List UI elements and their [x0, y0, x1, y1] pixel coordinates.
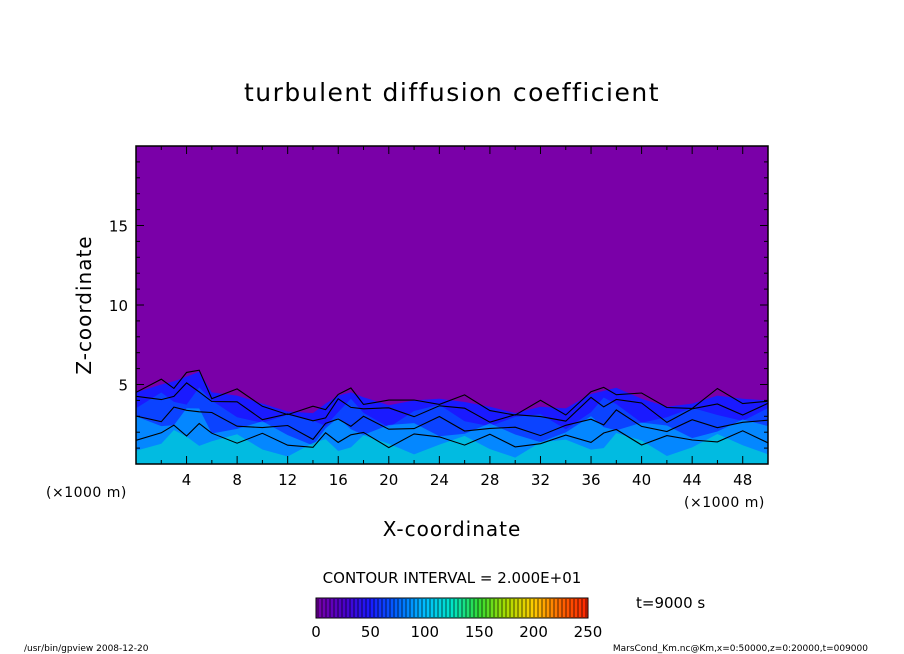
- x-tick-label: 20: [379, 471, 398, 489]
- colorbar-tick-label: 250: [574, 623, 603, 641]
- x-tick-label: 32: [531, 471, 550, 489]
- colorbar-tick-label: 200: [519, 623, 548, 641]
- turbulent-layer-band: [136, 430, 768, 464]
- colorbar-bar: [315, 597, 589, 619]
- footer-left: /usr/bin/gpview 2008-12-20: [24, 644, 149, 654]
- y-tick-label: 15: [109, 218, 128, 236]
- colorbar-tick-label: 150: [465, 623, 494, 641]
- time-label: t=9000 s: [636, 594, 705, 612]
- colorbar-tick-label: 50: [361, 623, 380, 641]
- y-tick-label: 5: [118, 377, 128, 395]
- x-tick-label: 8: [232, 471, 242, 489]
- y-axis-label: Z-coordinate: [72, 235, 96, 374]
- x-tick-label: 28: [480, 471, 499, 489]
- contour-line: [136, 406, 768, 441]
- contour-line: [136, 382, 768, 424]
- colorbar-stripes: [317, 599, 587, 617]
- footer-right: MarsCond_Km.nc@Km,x=0:50000,z=0:20000,t=…: [613, 644, 868, 654]
- x-tick-label: 12: [278, 471, 297, 489]
- colorbar-tick-label: 0: [311, 623, 321, 641]
- y-axis-ticks: 5 10 15: [109, 161, 768, 449]
- x-tick-label: 48: [733, 471, 752, 489]
- turbulent-layer: [136, 369, 768, 464]
- x-tick-label: 36: [581, 471, 600, 489]
- x-tick-label: 40: [632, 471, 651, 489]
- y-axis-unit: (×1000 m): [46, 485, 127, 501]
- x-tick-label: 24: [430, 471, 449, 489]
- x-tick-label: 4: [182, 471, 192, 489]
- colorbar-ticks: 0 50 100 150 200 250: [311, 623, 602, 641]
- contour-interval-text: CONTOUR INTERVAL = 2.000E+01: [323, 569, 582, 587]
- x-axis-ticks: 4 8 12 16 20 24 28 32 36 40 44 48: [160, 146, 752, 489]
- x-tick-label: 44: [683, 471, 702, 489]
- x-axis-label: X-coordinate: [383, 517, 522, 541]
- chart-title: turbulent diffusion coefficient: [244, 78, 660, 107]
- x-tick-label: 16: [329, 471, 348, 489]
- x-axis-unit: (×1000 m): [684, 495, 765, 511]
- contour-line: [136, 422, 768, 449]
- colorbar-tick-label: 100: [410, 623, 439, 641]
- colorbar: 0 50 100 150 200 250: [311, 597, 602, 641]
- y-tick-label: 10: [109, 297, 128, 315]
- contour-line: [136, 369, 768, 416]
